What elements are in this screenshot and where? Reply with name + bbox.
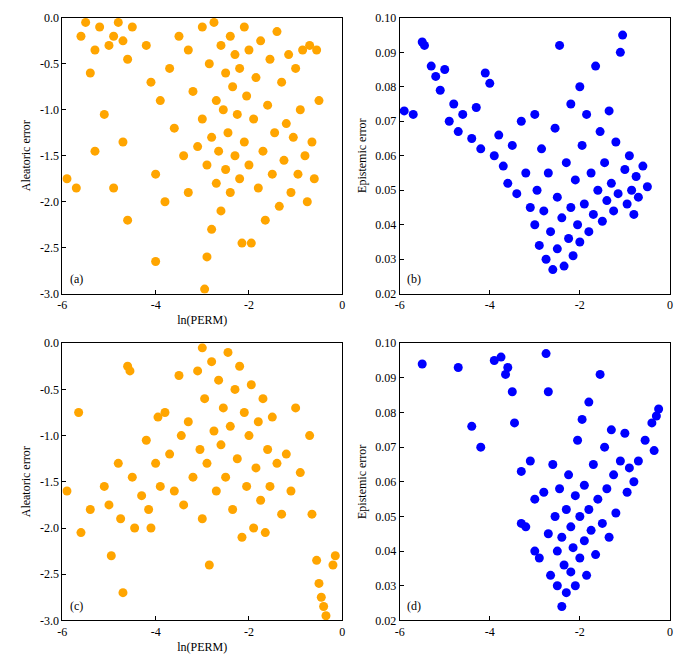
svg-text:0.10: 0.10 [375,11,396,25]
svg-text:0: 0 [339,298,345,312]
svg-text:Epistemic error: Epistemic error [355,119,369,193]
svg-text:-6: -6 [57,625,67,639]
svg-text:0.02: 0.02 [375,614,396,628]
svg-text:0: 0 [339,625,345,639]
svg-text:-4: -4 [151,625,161,639]
svg-text:(a): (a) [70,272,83,286]
svg-text:0.08: 0.08 [375,80,396,94]
svg-text:0.10: 0.10 [375,336,396,350]
svg-text:-2.5: -2.5 [40,241,59,255]
svg-text:-2: -2 [575,298,585,312]
svg-text:0.07: 0.07 [375,114,396,128]
svg-text:-4: -4 [485,625,495,639]
svg-text:-2.0: -2.0 [40,195,59,209]
svg-text:0.09: 0.09 [375,371,396,385]
svg-text:-3.0: -3.0 [40,287,59,301]
svg-text:0.03: 0.03 [375,252,396,266]
svg-text:0.05: 0.05 [375,183,396,197]
svg-text:0.09: 0.09 [375,46,396,60]
svg-text:-3.0: -3.0 [40,614,59,628]
svg-text:-1.5: -1.5 [40,475,59,489]
svg-text:0.02: 0.02 [375,287,396,301]
svg-text:0.0: 0.0 [44,11,59,25]
svg-text:-2: -2 [575,625,585,639]
svg-text:0.04: 0.04 [375,218,396,232]
svg-text:(b): (b) [407,272,421,286]
svg-text:-1.5: -1.5 [40,149,59,163]
svg-text:-2: -2 [244,625,254,639]
svg-text:(d): (d) [407,599,421,613]
svg-text:-6: -6 [395,298,405,312]
svg-text:-6: -6 [57,298,67,312]
svg-text:0.08: 0.08 [375,406,396,420]
svg-text:-1.0: -1.0 [40,103,59,117]
svg-text:0.03: 0.03 [375,579,396,593]
svg-text:-0.5: -0.5 [40,383,59,397]
svg-text:-4: -4 [485,298,495,312]
svg-text:0: 0 [667,298,673,312]
svg-text:-0.5: -0.5 [40,57,59,71]
svg-text:-1.0: -1.0 [40,429,59,443]
svg-text:0.06: 0.06 [375,475,396,489]
svg-text:-2.0: -2.0 [40,521,59,535]
svg-text:0.0: 0.0 [44,336,59,350]
svg-text:0.06: 0.06 [375,149,396,163]
svg-text:-2: -2 [244,298,254,312]
svg-text:0.04: 0.04 [375,544,396,558]
svg-text:Aleatoric error: Aleatoric error [19,446,33,517]
svg-text:-6: -6 [395,625,405,639]
svg-text:0.05: 0.05 [375,510,396,524]
svg-text:ln(PERM): ln(PERM) [177,313,227,327]
svg-text:0.07: 0.07 [375,440,396,454]
svg-text:-4: -4 [151,298,161,312]
svg-text:0: 0 [667,625,673,639]
svg-text:Aleatoric error: Aleatoric error [19,120,33,191]
svg-text:-2.5: -2.5 [40,567,59,581]
svg-text:(c): (c) [70,599,83,613]
svg-text:Epistemic error: Epistemic error [355,445,369,519]
svg-text:ln(PERM): ln(PERM) [177,640,227,654]
